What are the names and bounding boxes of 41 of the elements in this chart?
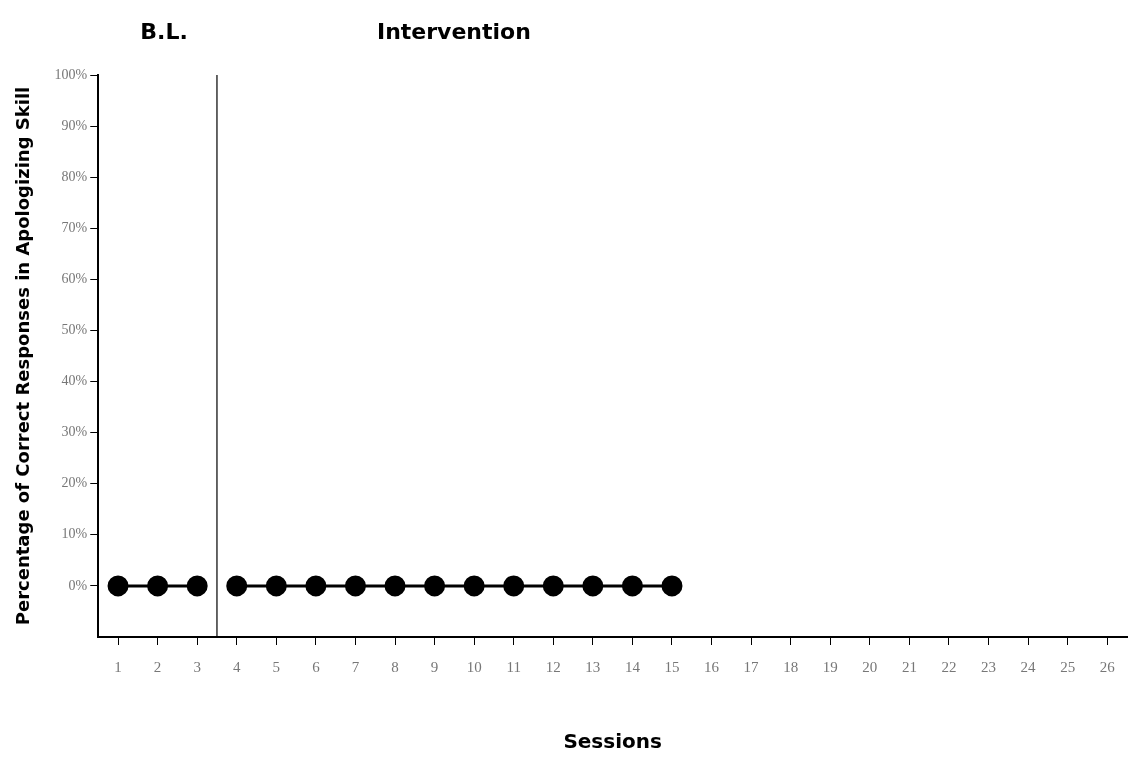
x-tick-label: 20 bbox=[862, 658, 878, 675]
x-tick-label: 5 bbox=[272, 658, 281, 675]
y-tick-label: 10% bbox=[61, 526, 88, 542]
x-tick-label: 11 bbox=[506, 658, 521, 675]
y-tick-label: 0% bbox=[68, 577, 88, 593]
y-tick-label: 90% bbox=[61, 117, 88, 133]
x-tick-label: 24 bbox=[1020, 658, 1037, 675]
x-tick-label: 26 bbox=[1099, 658, 1116, 675]
x-tick-label: 10 bbox=[466, 658, 482, 675]
x-tick-label: 2 bbox=[153, 658, 162, 675]
x-tick-label: 19 bbox=[822, 658, 838, 675]
y-tick-label: 60% bbox=[61, 271, 88, 287]
y-tick-label: 70% bbox=[61, 219, 88, 235]
y-tick-label: 20% bbox=[61, 475, 88, 491]
x-tick-label: 23 bbox=[981, 658, 997, 675]
x-tick-label: 25 bbox=[1060, 658, 1076, 675]
y-tick-label: 40% bbox=[61, 373, 88, 389]
x-tick-label: 12 bbox=[545, 658, 561, 675]
y-tick-label: 50% bbox=[61, 322, 88, 338]
x-tick-label: 4 bbox=[233, 658, 241, 675]
x-tick-label: 8 bbox=[391, 658, 399, 675]
x-tick-label: 1 bbox=[114, 658, 122, 675]
y-tick-label: 100% bbox=[54, 66, 88, 82]
x-tick-label: 9 bbox=[430, 658, 439, 675]
x-tick-label: 14 bbox=[624, 658, 641, 675]
x-tick-label: 17 bbox=[743, 658, 760, 675]
x-tick-label: 16 bbox=[704, 658, 720, 675]
y-tick-label: 30% bbox=[61, 424, 88, 440]
text: Intervention bbox=[376, 18, 531, 44]
y-axis-title: Percentage of Correct Responses in Apologizing Skill bbox=[12, 86, 34, 626]
x-tick-label: 15 bbox=[664, 658, 680, 675]
x-tick-label: 7 bbox=[351, 658, 360, 675]
x-tick-label: 22 bbox=[941, 658, 957, 675]
x-tick-label: 6 bbox=[312, 658, 321, 675]
text: B.L. bbox=[140, 18, 188, 44]
y-tick-label: 80% bbox=[61, 168, 88, 184]
x-tick-label: 13 bbox=[585, 658, 601, 675]
x-axis-title: Sessions bbox=[563, 729, 662, 754]
x-tick-label: 18 bbox=[783, 658, 799, 675]
x-tick-label: 21 bbox=[901, 658, 917, 675]
x-tick-label: 3 bbox=[193, 658, 201, 675]
